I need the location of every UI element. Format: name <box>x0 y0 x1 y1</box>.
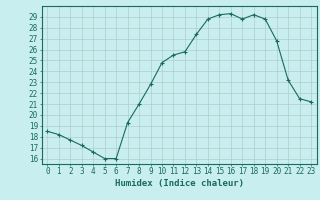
X-axis label: Humidex (Indice chaleur): Humidex (Indice chaleur) <box>115 179 244 188</box>
